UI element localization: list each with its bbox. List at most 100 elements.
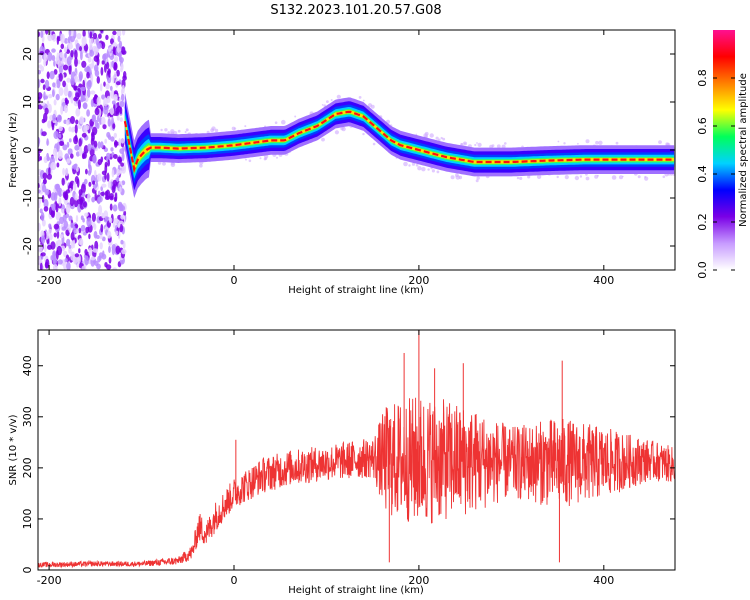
noise-speckle (90, 256, 96, 261)
noise-speckle (56, 114, 62, 123)
noise-speckle (104, 195, 110, 200)
halo-speckle (185, 128, 189, 132)
noise-speckle (49, 70, 55, 80)
noise-speckle (56, 239, 62, 248)
noise-speckle (84, 248, 88, 256)
noise-speckle (78, 146, 83, 157)
noise-speckle (66, 158, 71, 164)
x-tick-label: 0 (231, 574, 238, 587)
halo-speckle (321, 137, 325, 142)
noise-speckle (105, 216, 110, 221)
colorbar-tick-label: 0.0 (696, 261, 709, 279)
x-tick-label: 400 (593, 274, 614, 287)
noise-speckle (74, 144, 80, 151)
noise-speckle (43, 198, 49, 209)
noise-speckle (115, 168, 121, 177)
halo-speckle (334, 130, 339, 135)
figure-title: S132.2023.101.20.57.G08 (270, 3, 441, 18)
y-tick-label: 0 (21, 147, 34, 154)
noise-speckle (75, 92, 80, 98)
snr-ylabel: SNR (10 * v/v) (8, 414, 19, 485)
noise-speckle (40, 30, 44, 38)
halo-speckle (440, 136, 443, 140)
x-tick-label: -200 (37, 274, 62, 287)
noise-speckle (58, 133, 62, 139)
noise-speckle (75, 108, 81, 117)
noise-speckle (70, 222, 74, 229)
noise-speckle (38, 222, 41, 232)
noise-speckle (73, 225, 76, 235)
noise-speckle (87, 56, 92, 63)
halo-speckle (619, 175, 623, 180)
noise-speckle (94, 260, 99, 266)
x-tick-label: 400 (593, 574, 614, 587)
noise-speckle (105, 83, 110, 90)
noise-speckle (90, 74, 94, 82)
noise-speckle (57, 149, 63, 160)
noise-speckle (113, 154, 118, 159)
halo-speckle (516, 176, 520, 180)
noise-speckle (38, 64, 43, 69)
noise-speckle (120, 214, 126, 220)
noise-speckle (38, 175, 41, 185)
noise-speckle (101, 116, 106, 126)
noise-speckle (81, 36, 87, 47)
halo-speckle (421, 167, 426, 172)
halo-speckle (248, 159, 252, 163)
spectrogram-ylabel: Frequency (Hz) (8, 112, 19, 188)
x-tick-label: 200 (408, 574, 429, 587)
noise-speckle (107, 159, 110, 167)
halo-speckle (556, 175, 559, 179)
noise-speckle (112, 267, 118, 270)
noise-speckle (88, 164, 92, 175)
noise-speckle (62, 260, 67, 270)
halo-speckle (177, 129, 181, 133)
noise-speckle (112, 30, 117, 36)
noise-speckle (59, 234, 64, 239)
noise-speckle (121, 151, 125, 162)
y-tick-label: 300 (21, 406, 34, 427)
noise-speckle (57, 190, 62, 197)
noise-speckle (38, 69, 41, 75)
noise-speckle (102, 53, 107, 61)
noise-speckle (101, 60, 105, 65)
noise-speckle (52, 82, 56, 88)
noise-speckle (53, 60, 56, 67)
noise-speckle (44, 107, 49, 115)
halo-speckle (362, 99, 365, 102)
noise-speckle (86, 109, 90, 117)
colorbar-tick-label: 0.8 (696, 69, 709, 87)
noise-speckle (70, 153, 74, 159)
colorbar-tick-label: 0.6 (696, 117, 709, 135)
noise-speckle (117, 35, 121, 43)
noise-speckle (101, 236, 106, 242)
noise-speckle (66, 238, 71, 247)
halo-speckle (598, 140, 603, 145)
noise-speckle (91, 114, 97, 122)
noise-speckle (70, 30, 74, 37)
halo-speckle (476, 176, 480, 180)
noise-speckle (121, 164, 127, 174)
noise-speckle (67, 42, 73, 50)
noise-speckle (100, 156, 104, 163)
noise-speckle (73, 85, 78, 91)
halo-speckle (450, 175, 455, 180)
noise-speckle (114, 141, 120, 146)
noise-speckle (49, 233, 53, 241)
noise-speckle (39, 208, 43, 214)
noise-speckle (51, 48, 56, 53)
noise-speckle (54, 192, 58, 202)
noise-speckle (84, 178, 88, 185)
noise-speckle (97, 141, 101, 149)
noise-speckle (73, 30, 77, 39)
halo-speckle (276, 156, 278, 159)
halo-speckle (214, 128, 219, 133)
noise-speckle (48, 167, 51, 176)
noise-speckle (52, 113, 56, 121)
noise-speckle (45, 258, 50, 269)
noise-speckle (116, 69, 120, 77)
noise-speckle (123, 71, 127, 79)
noise-speckle (66, 261, 71, 270)
ridge-core (123, 110, 675, 174)
noise-speckle (80, 96, 84, 103)
